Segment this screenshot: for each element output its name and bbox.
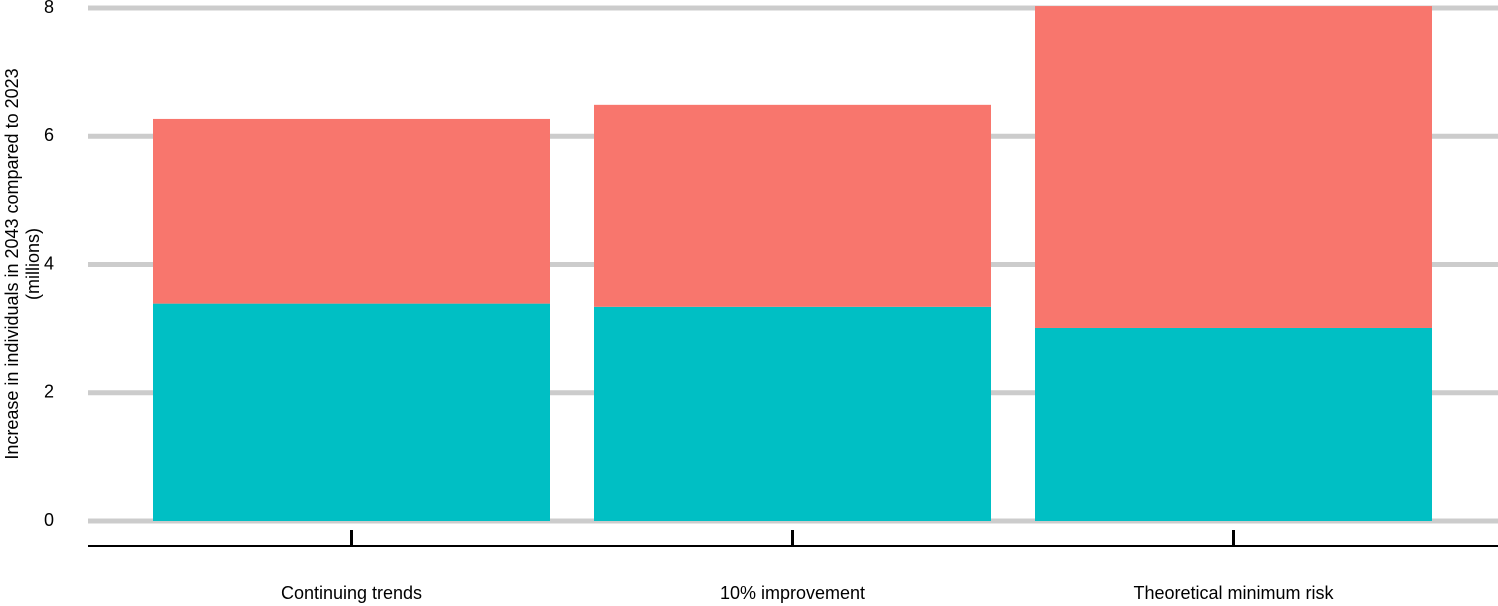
y-tick-label: 0 (44, 510, 54, 530)
y-tick-label: 8 (44, 0, 54, 17)
y-axis-label: (millions) (23, 228, 43, 300)
y-axis-label: Increase in individuals in 2043 compared… (2, 68, 22, 459)
x-tick-label: 10% improvement (720, 583, 865, 603)
bar-segment (1035, 6, 1432, 328)
bar-segment (153, 303, 550, 521)
bar-segment (153, 118, 550, 304)
y-tick-label: 2 (44, 382, 54, 402)
bar-segment (594, 306, 991, 521)
bar-segment (594, 104, 991, 307)
bar-segment (1035, 327, 1432, 521)
x-tick-label: Theoretical minimum risk (1133, 583, 1334, 603)
y-tick-label: 4 (44, 253, 54, 273)
y-tick-label: 6 (44, 125, 54, 145)
x-tick-label: Continuing trends (281, 583, 422, 603)
